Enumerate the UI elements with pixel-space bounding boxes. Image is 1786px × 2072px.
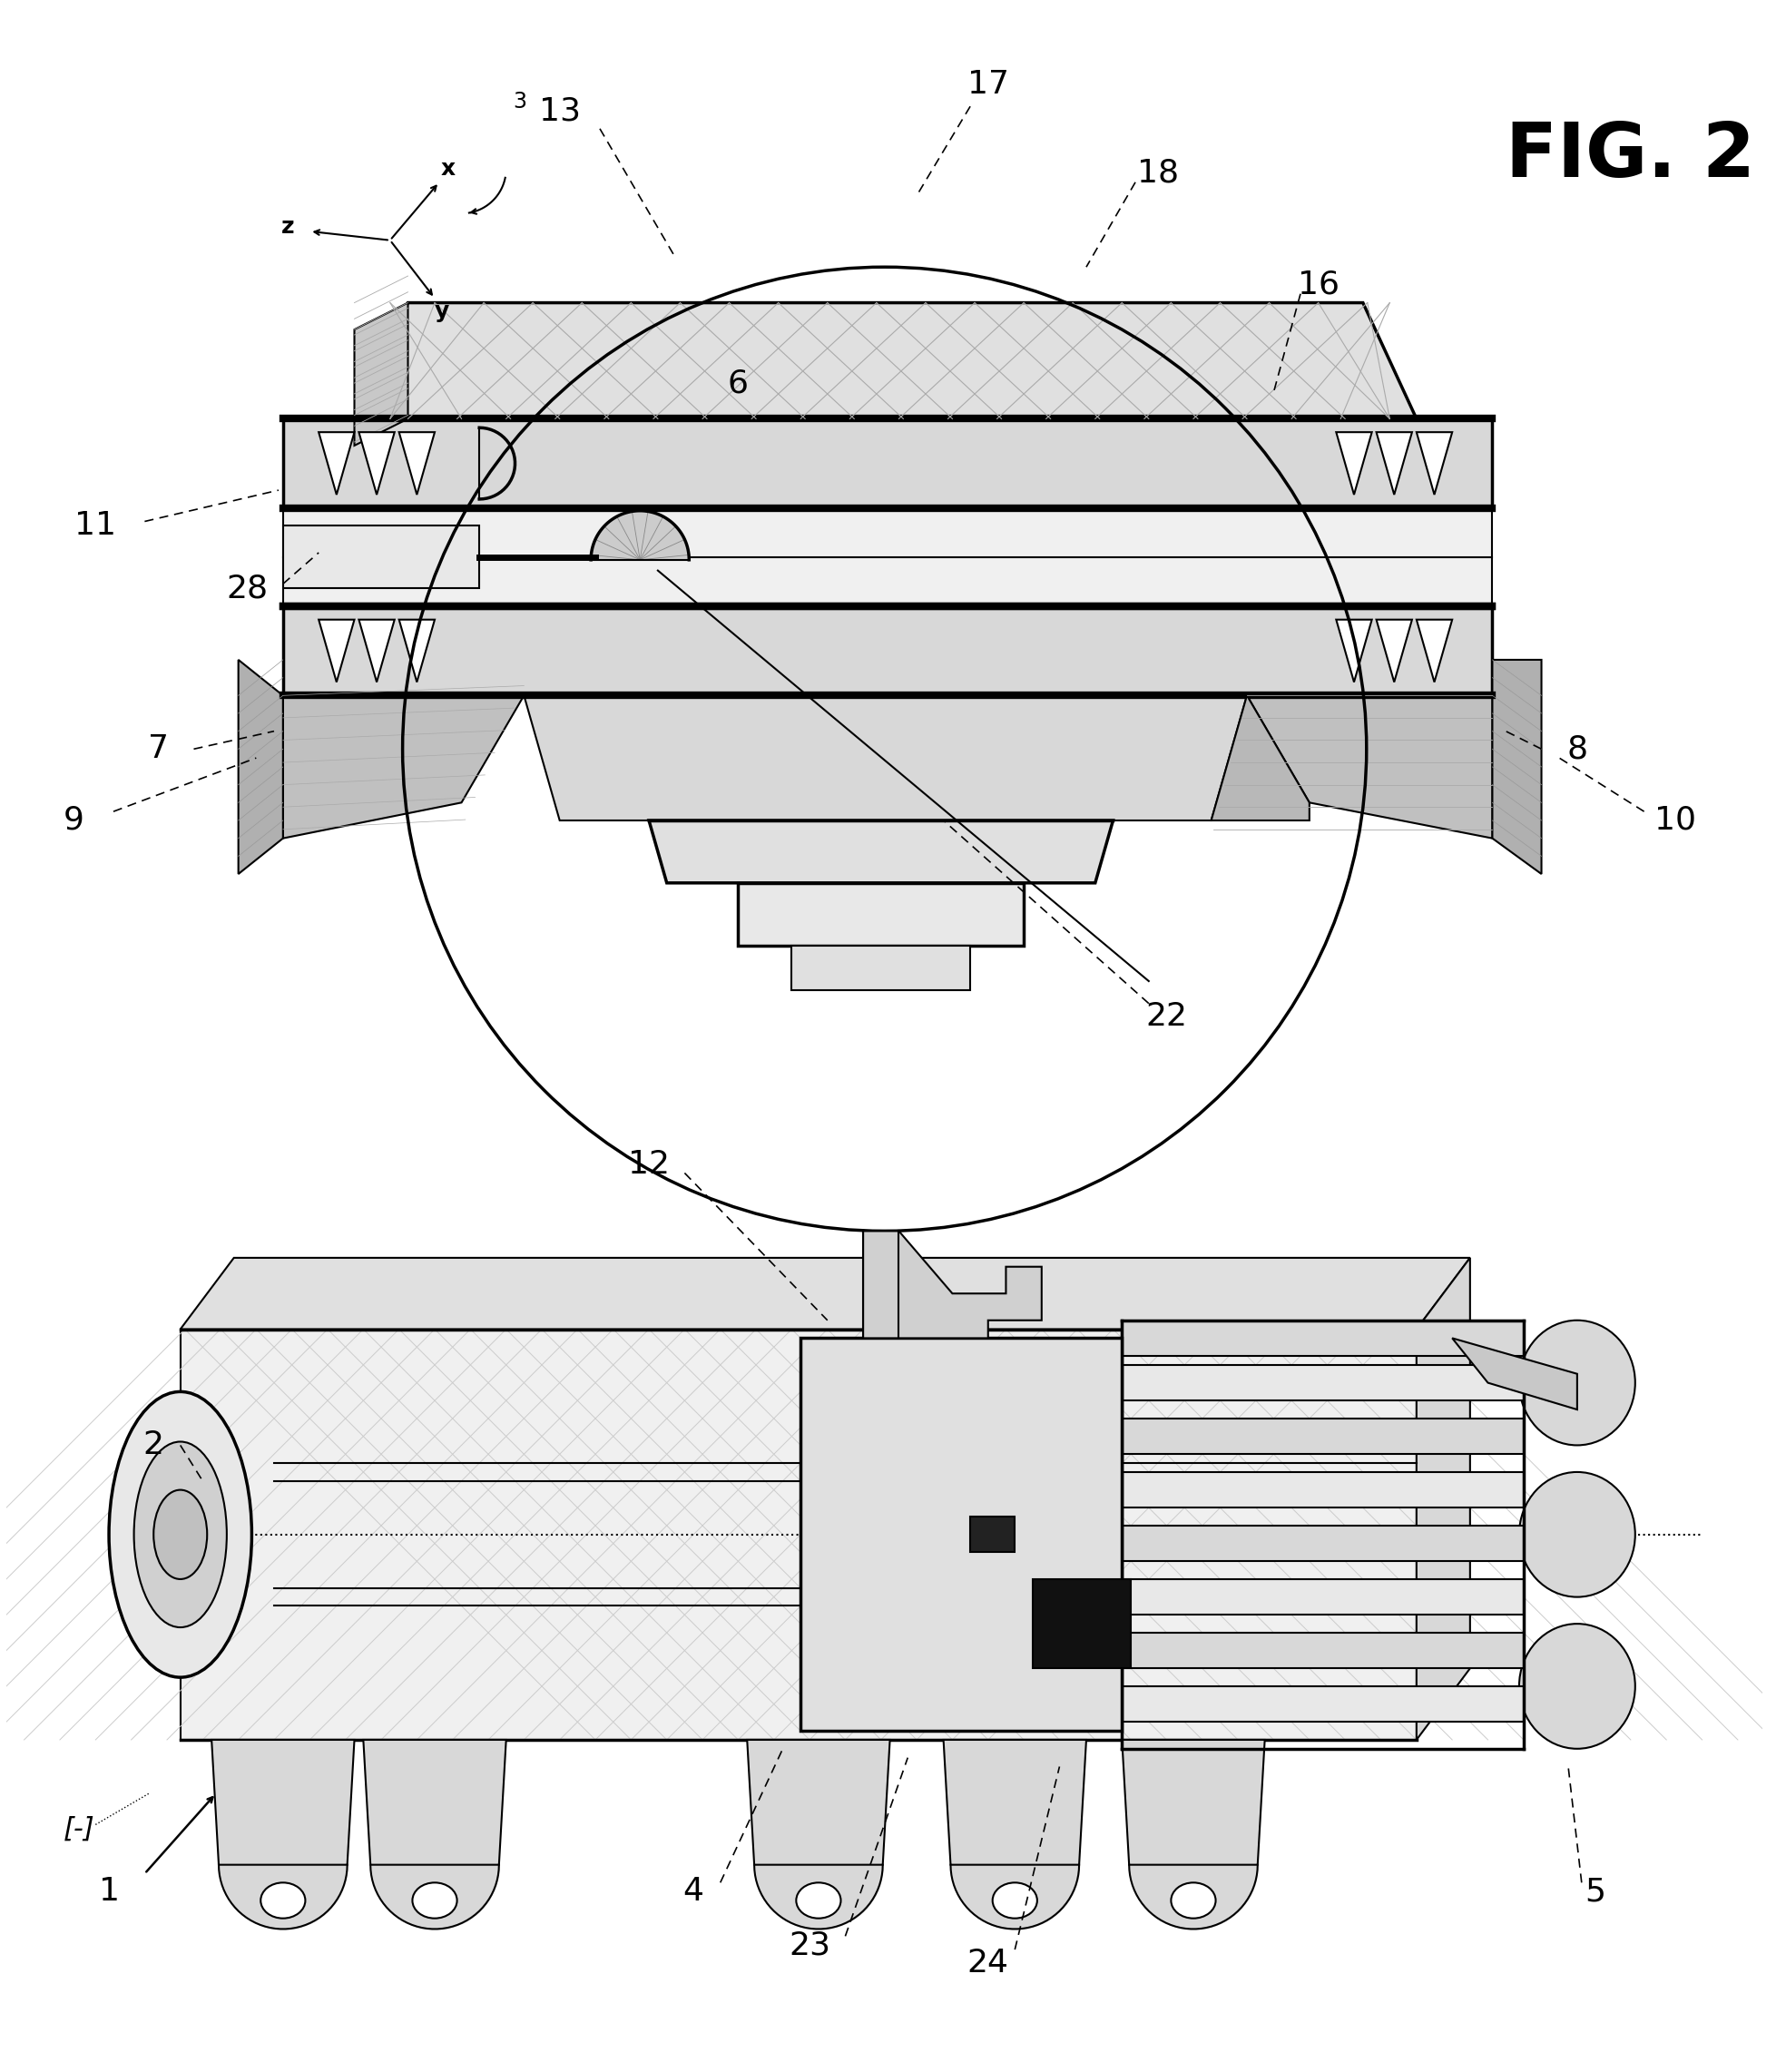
- Text: 11: 11: [75, 510, 116, 541]
- Polygon shape: [359, 433, 395, 495]
- Polygon shape: [1377, 620, 1413, 682]
- Polygon shape: [791, 945, 970, 990]
- Polygon shape: [1122, 1525, 1523, 1562]
- Text: 2: 2: [143, 1430, 164, 1461]
- Ellipse shape: [134, 1442, 227, 1627]
- Text: 9: 9: [63, 806, 84, 835]
- Polygon shape: [1336, 620, 1372, 682]
- Text: 13: 13: [539, 95, 580, 126]
- Text: 7: 7: [148, 733, 168, 765]
- Polygon shape: [648, 821, 1113, 883]
- Polygon shape: [1122, 1687, 1523, 1722]
- Polygon shape: [282, 419, 1493, 508]
- Ellipse shape: [797, 1883, 841, 1919]
- Polygon shape: [970, 1517, 1014, 1552]
- Ellipse shape: [413, 1883, 457, 1919]
- Text: 28: 28: [227, 574, 268, 603]
- Polygon shape: [1122, 1579, 1523, 1614]
- Polygon shape: [1211, 696, 1309, 821]
- Polygon shape: [363, 1740, 505, 1865]
- Polygon shape: [211, 1740, 354, 1865]
- Polygon shape: [1493, 659, 1541, 874]
- Ellipse shape: [154, 1490, 207, 1579]
- Ellipse shape: [1172, 1883, 1216, 1919]
- Polygon shape: [1122, 1320, 1523, 1355]
- Polygon shape: [1336, 433, 1372, 495]
- Polygon shape: [1377, 433, 1413, 495]
- Ellipse shape: [109, 1392, 252, 1678]
- Polygon shape: [1122, 1740, 1264, 1865]
- Text: 22: 22: [1145, 1001, 1188, 1032]
- Text: FIG. 2: FIG. 2: [1506, 118, 1756, 193]
- Polygon shape: [238, 659, 282, 874]
- Text: 5: 5: [1584, 1875, 1606, 1906]
- Polygon shape: [1416, 433, 1452, 495]
- Polygon shape: [1452, 1339, 1577, 1409]
- Text: 23: 23: [789, 1929, 830, 1960]
- Ellipse shape: [1520, 1624, 1636, 1749]
- Polygon shape: [282, 696, 523, 839]
- Polygon shape: [1416, 1258, 1470, 1740]
- Polygon shape: [1416, 620, 1452, 682]
- Text: 6: 6: [727, 367, 748, 398]
- Polygon shape: [800, 1339, 1122, 1730]
- Text: 18: 18: [1136, 157, 1179, 189]
- Polygon shape: [1122, 1471, 1523, 1508]
- Text: x: x: [441, 157, 455, 180]
- Polygon shape: [354, 303, 407, 445]
- Polygon shape: [863, 1231, 1041, 1339]
- Text: 12: 12: [629, 1148, 670, 1179]
- Ellipse shape: [261, 1883, 305, 1919]
- Text: 4: 4: [682, 1875, 704, 1906]
- Text: z: z: [280, 215, 295, 238]
- Polygon shape: [1032, 1579, 1131, 1668]
- Polygon shape: [1122, 1365, 1523, 1401]
- Polygon shape: [1247, 696, 1493, 839]
- Polygon shape: [318, 433, 354, 495]
- Text: 3: 3: [513, 91, 527, 112]
- Polygon shape: [523, 696, 1247, 821]
- Polygon shape: [359, 620, 395, 682]
- Polygon shape: [943, 1740, 1086, 1865]
- Polygon shape: [282, 607, 1493, 696]
- Polygon shape: [398, 620, 434, 682]
- Ellipse shape: [1520, 1471, 1636, 1598]
- Text: 16: 16: [1297, 269, 1340, 300]
- Polygon shape: [282, 526, 479, 588]
- Text: 8: 8: [1566, 733, 1588, 765]
- Text: y: y: [434, 300, 450, 323]
- Text: 24: 24: [968, 1948, 1009, 1979]
- Polygon shape: [738, 883, 1023, 945]
- Polygon shape: [398, 433, 434, 495]
- Ellipse shape: [993, 1883, 1038, 1919]
- Polygon shape: [354, 303, 1416, 419]
- Polygon shape: [747, 1740, 889, 1865]
- Polygon shape: [1122, 1419, 1523, 1455]
- Text: 10: 10: [1654, 806, 1697, 835]
- Ellipse shape: [1520, 1320, 1636, 1446]
- Polygon shape: [180, 1258, 1470, 1330]
- Text: [-]: [-]: [64, 1815, 95, 1842]
- Text: 17: 17: [968, 68, 1009, 99]
- Polygon shape: [282, 508, 1493, 607]
- Polygon shape: [1122, 1633, 1523, 1668]
- Text: 1: 1: [98, 1875, 120, 1906]
- Polygon shape: [180, 1330, 1416, 1740]
- Polygon shape: [318, 620, 354, 682]
